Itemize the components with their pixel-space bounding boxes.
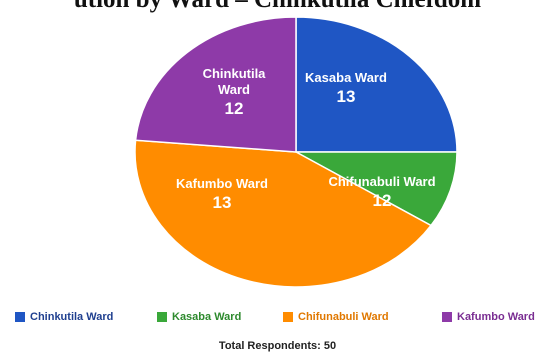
legend-item-chifunabuli: Chifunabuli Ward	[283, 311, 389, 323]
legend-label: Chinkutila Ward	[30, 311, 114, 323]
legend-label: Kafumbo Ward	[457, 311, 535, 323]
pie-slice-kafumbo-ward	[134, 16, 297, 153]
legend-label: Chifunabuli Ward	[298, 311, 389, 323]
chart-legend: Chinkutila Ward Kasaba Ward Chifunabuli …	[0, 311, 555, 327]
chart-title: ution by Ward – Chinkutila Chiefdom	[0, 0, 555, 14]
slice-name-label: Chinkutila	[203, 66, 267, 81]
slice-value-label: 12	[373, 191, 392, 210]
legend-item-chinkutila: Chinkutila Ward	[15, 311, 113, 323]
legend-item-kasaba: Kasaba Ward	[157, 311, 241, 323]
slice-name-label: Kasaba Ward	[305, 70, 387, 85]
slice-name-label: Ward	[218, 82, 250, 97]
legend-label: Kasaba Ward	[172, 311, 242, 323]
slice-value-label: 13	[337, 87, 356, 106]
legend-swatch	[15, 312, 25, 322]
legend-item-kafumbo: Kafumbo Ward	[442, 311, 535, 323]
pie-slice-kasaba-ward	[295, 151, 458, 227]
slice-value-label: 12	[225, 99, 244, 118]
slice-value-label: 13	[213, 193, 232, 212]
legend-swatch	[283, 312, 293, 322]
slice-name-label: Chifunabuli Ward	[328, 174, 435, 189]
slice-name-label: Kafumbo Ward	[176, 176, 268, 191]
pie-slice-chifunabuli-ward	[134, 139, 433, 288]
total-respondents: Total Respondents: 50	[218, 340, 337, 352]
pie-slice-chinkutila-ward	[295, 16, 458, 153]
legend-swatch	[157, 312, 167, 322]
legend-swatch	[442, 312, 452, 322]
